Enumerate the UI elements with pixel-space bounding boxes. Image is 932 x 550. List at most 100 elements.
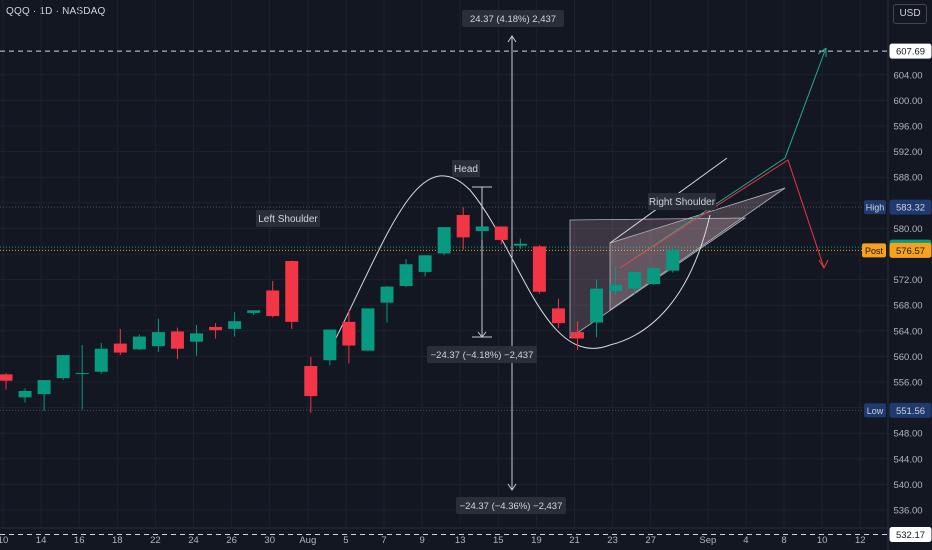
- candle-body[interactable]: [94, 348, 108, 372]
- measure-arrow-mid-icon: [477, 331, 487, 338]
- date-tick-label: 18: [112, 535, 123, 546]
- date-tick-label: Aug: [299, 535, 316, 546]
- candle-body[interactable]: [151, 332, 165, 347]
- date-tick-label: 30: [264, 535, 275, 546]
- candle-body[interactable]: [551, 308, 565, 324]
- candle-body[interactable]: [75, 373, 89, 375]
- price-tick-label: 556.00: [893, 378, 922, 389]
- price-tick-label: 600.00: [893, 96, 922, 107]
- candle-body[interactable]: [56, 355, 70, 379]
- measure-label-mid: −24.37 (−4.18%) −2,437: [431, 350, 534, 361]
- measure-arrow-down-icon: [507, 483, 517, 491]
- bearish-arrow-head-icon: [818, 259, 829, 269]
- candle-body[interactable]: [418, 255, 432, 272]
- pattern-curve[interactable]: [335, 175, 711, 349]
- candle-body[interactable]: [228, 321, 242, 329]
- price-tick-label: 588.00: [893, 173, 922, 184]
- price-tick-label: 540.00: [893, 480, 922, 491]
- label-head[interactable]: Head: [454, 164, 478, 175]
- candle-body[interactable]: [304, 366, 318, 397]
- date-tick-label: 12: [855, 535, 866, 546]
- date-tick-label: 26: [226, 535, 237, 546]
- candle-body[interactable]: [170, 331, 184, 349]
- date-tick-label: 4: [743, 535, 748, 546]
- price-level-tag[interactable]: [889, 242, 932, 258]
- candle-body[interactable]: [532, 246, 546, 292]
- date-tick-label: 10: [0, 535, 8, 546]
- candle-body[interactable]: [666, 250, 680, 271]
- candle-body[interactable]: [628, 271, 642, 289]
- candle-body[interactable]: [494, 226, 508, 240]
- date-tick-label: 15: [493, 535, 504, 546]
- price-level-tag[interactable]: [889, 527, 932, 543]
- date-tick-label: 5: [343, 535, 348, 546]
- candle-body[interactable]: [647, 268, 661, 285]
- candle-body[interactable]: [190, 333, 203, 342]
- date-tick-label: 13: [455, 535, 466, 546]
- price-level-tag-label: High: [866, 203, 885, 213]
- candle-body[interactable]: [323, 329, 337, 361]
- candle-body[interactable]: [456, 214, 470, 238]
- price-level-tag[interactable]: [889, 402, 932, 418]
- symbol-title: QQQ · 1D · NASDAQ: [6, 6, 106, 17]
- bullish-arrow-head-icon: [817, 47, 827, 57]
- measure-arrow-up-icon: [507, 35, 517, 43]
- price-tick-label: 560.00: [893, 352, 922, 363]
- date-tick-label: 22: [150, 535, 161, 546]
- label-right-shoulder[interactable]: Right Shoulder: [649, 197, 716, 208]
- price-tick-label: 596.00: [893, 122, 922, 133]
- price-tick-label: 572.00: [893, 275, 922, 286]
- candle-body[interactable]: [37, 380, 51, 395]
- date-tick-label: 19: [531, 535, 542, 546]
- candle-body[interactable]: [209, 326, 223, 331]
- price-tick-label: 548.00: [893, 429, 922, 440]
- price-level-tag-label: Low: [867, 406, 884, 416]
- price-level-tag-name[interactable]: [864, 200, 886, 215]
- price-level-tag-name[interactable]: [864, 403, 886, 418]
- candle-body[interactable]: [399, 264, 413, 286]
- candle-body[interactable]: [475, 226, 489, 231]
- currency-button[interactable]: USD: [893, 4, 927, 24]
- date-tick-label: 14: [36, 535, 47, 546]
- price-level-tag[interactable]: [889, 199, 932, 215]
- candle-body[interactable]: [609, 284, 623, 292]
- date-tick-label: 7: [381, 535, 386, 546]
- candle-body[interactable]: [437, 227, 451, 254]
- price-level-tag-label: Post: [865, 246, 884, 256]
- candle-body[interactable]: [132, 336, 146, 350]
- date-tick-label: 16: [74, 535, 85, 546]
- price-level-value: 607.69: [896, 47, 925, 58]
- candle-body[interactable]: [0, 374, 13, 381]
- date-tick-label: 10: [817, 535, 828, 546]
- price-tick-label: 564.00: [893, 326, 922, 337]
- date-tick-label: Sep: [699, 535, 716, 546]
- bearish-projection-line[interactable]: [619, 159, 825, 269]
- bullish-projection-line[interactable]: [619, 47, 827, 269]
- price-level-tag-name[interactable]: [862, 243, 886, 258]
- candle-body[interactable]: [571, 332, 584, 339]
- candle-body[interactable]: [18, 390, 32, 398]
- date-tick-label: 23: [607, 535, 618, 546]
- price-level-tag[interactable]: [889, 43, 932, 59]
- price-level-value: 532.17: [896, 530, 925, 541]
- price-tick-label: 580.00: [893, 224, 922, 235]
- price-tick-label: 568.00: [893, 301, 922, 312]
- candle-body[interactable]: [513, 243, 527, 246]
- price-tick-label: 536.00: [893, 506, 922, 517]
- candle-body[interactable]: [113, 343, 127, 353]
- candle-body[interactable]: [247, 310, 261, 313]
- candle-body[interactable]: [380, 286, 394, 303]
- date-tick-label: 9: [419, 535, 424, 546]
- price-level-value: 551.56: [896, 406, 925, 417]
- candle-body[interactable]: [285, 261, 299, 322]
- candle-body[interactable]: [266, 290, 280, 317]
- price-level-value: 576.57: [896, 246, 925, 257]
- label-left-shoulder[interactable]: Left Shoulder: [258, 214, 318, 225]
- candle-body[interactable]: [342, 321, 356, 346]
- candle-body[interactable]: [361, 308, 375, 351]
- date-tick-label: 27: [645, 535, 656, 546]
- price-level-value: 583.32: [896, 203, 925, 214]
- candle-body[interactable]: [590, 288, 604, 323]
- measure-label-bottom: −24.37 (−4.36%) −2,437: [460, 501, 563, 512]
